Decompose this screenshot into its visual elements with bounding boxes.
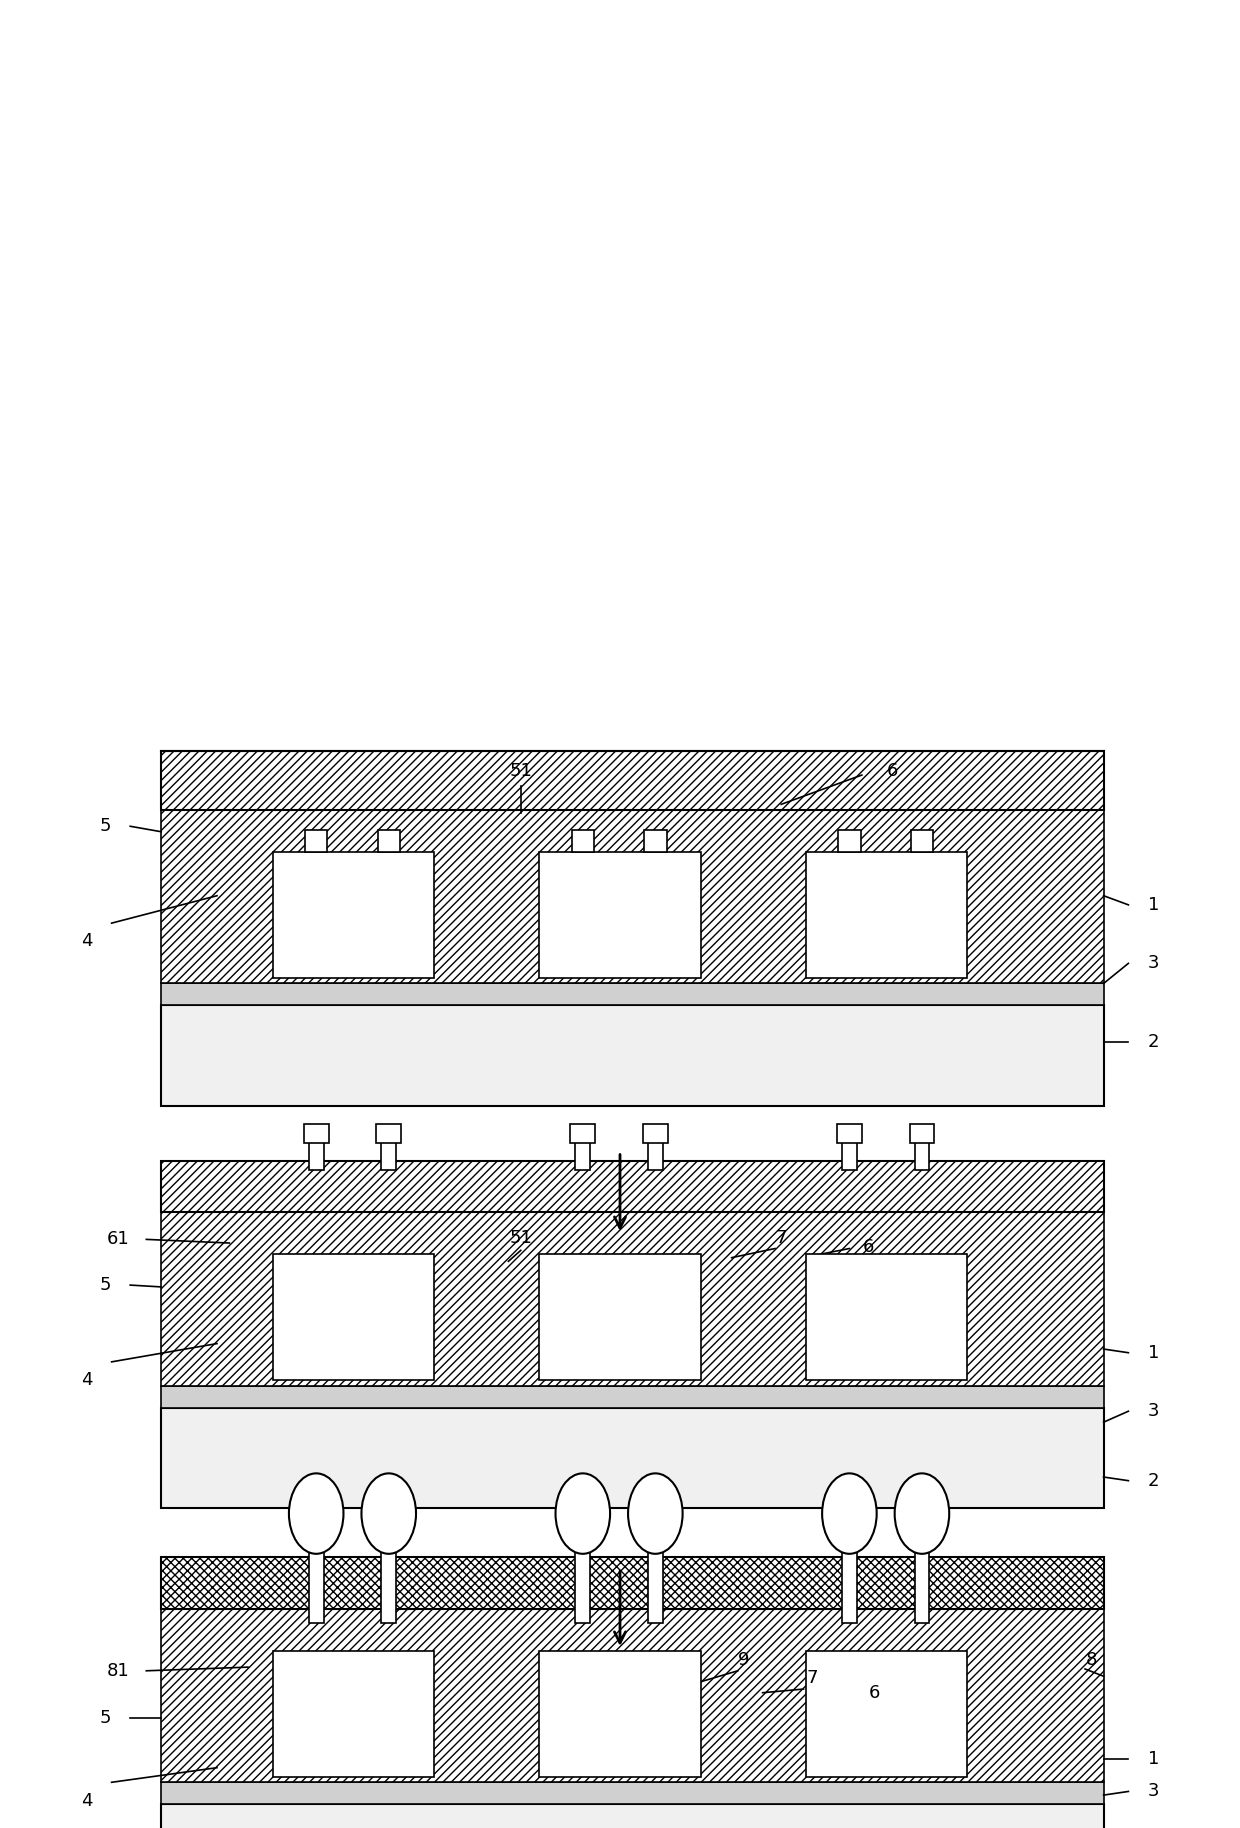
FancyBboxPatch shape — [377, 1124, 402, 1142]
FancyBboxPatch shape — [305, 830, 327, 852]
Text: 5: 5 — [99, 1276, 112, 1294]
Text: 2: 2 — [1147, 1033, 1159, 1051]
FancyBboxPatch shape — [161, 983, 1104, 1005]
FancyBboxPatch shape — [570, 1124, 595, 1142]
Text: 1: 1 — [1147, 1749, 1159, 1768]
FancyBboxPatch shape — [842, 1133, 857, 1170]
FancyBboxPatch shape — [161, 1804, 1104, 1828]
FancyBboxPatch shape — [309, 1550, 324, 1623]
FancyBboxPatch shape — [647, 1550, 662, 1623]
FancyBboxPatch shape — [806, 1651, 967, 1777]
FancyBboxPatch shape — [910, 830, 934, 852]
FancyBboxPatch shape — [161, 1609, 1104, 1782]
Text: 51: 51 — [510, 762, 532, 781]
Text: 5: 5 — [99, 817, 112, 835]
FancyBboxPatch shape — [645, 830, 667, 852]
FancyBboxPatch shape — [539, 1651, 701, 1777]
FancyBboxPatch shape — [161, 810, 1104, 983]
Text: 1: 1 — [1147, 1344, 1159, 1362]
FancyBboxPatch shape — [161, 1212, 1104, 1386]
Text: 4: 4 — [81, 932, 93, 951]
Circle shape — [289, 1473, 343, 1554]
Circle shape — [362, 1473, 415, 1554]
Circle shape — [822, 1473, 877, 1554]
Text: 7: 7 — [806, 1669, 818, 1687]
FancyBboxPatch shape — [572, 830, 594, 852]
FancyBboxPatch shape — [806, 1254, 967, 1380]
FancyBboxPatch shape — [161, 1005, 1104, 1106]
FancyBboxPatch shape — [539, 852, 701, 978]
Text: 81: 81 — [107, 1662, 129, 1680]
Text: 61: 61 — [107, 1230, 129, 1249]
Text: 51: 51 — [510, 1228, 532, 1247]
Text: 3: 3 — [1147, 954, 1159, 972]
Text: 5: 5 — [99, 1709, 112, 1727]
FancyBboxPatch shape — [539, 1254, 701, 1380]
FancyBboxPatch shape — [273, 1254, 434, 1380]
FancyBboxPatch shape — [382, 1550, 397, 1623]
Text: 6: 6 — [868, 1684, 880, 1702]
Text: 2: 2 — [1147, 1472, 1159, 1490]
FancyBboxPatch shape — [161, 751, 1104, 810]
FancyBboxPatch shape — [273, 1651, 434, 1777]
FancyBboxPatch shape — [309, 1133, 324, 1170]
FancyBboxPatch shape — [647, 1133, 662, 1170]
FancyBboxPatch shape — [910, 1124, 935, 1142]
FancyBboxPatch shape — [304, 1124, 329, 1142]
Text: 6: 6 — [887, 762, 899, 781]
Text: 6: 6 — [862, 1238, 874, 1256]
Text: 1: 1 — [1147, 896, 1159, 914]
FancyBboxPatch shape — [842, 1550, 857, 1623]
Text: 4: 4 — [81, 1791, 93, 1810]
Circle shape — [894, 1473, 950, 1554]
FancyBboxPatch shape — [806, 852, 967, 978]
FancyBboxPatch shape — [838, 830, 861, 852]
FancyBboxPatch shape — [837, 1124, 862, 1142]
Text: 9: 9 — [738, 1651, 750, 1669]
Text: 7: 7 — [775, 1228, 787, 1247]
Text: 4: 4 — [81, 1371, 93, 1389]
Circle shape — [556, 1473, 610, 1554]
FancyBboxPatch shape — [377, 830, 399, 852]
FancyBboxPatch shape — [642, 1124, 667, 1142]
FancyBboxPatch shape — [161, 1782, 1104, 1804]
Circle shape — [627, 1473, 682, 1554]
FancyBboxPatch shape — [575, 1133, 590, 1170]
FancyBboxPatch shape — [161, 1408, 1104, 1508]
FancyBboxPatch shape — [161, 1557, 1104, 1609]
FancyBboxPatch shape — [915, 1550, 930, 1623]
FancyBboxPatch shape — [575, 1550, 590, 1623]
FancyBboxPatch shape — [915, 1133, 930, 1170]
Text: 3: 3 — [1147, 1402, 1159, 1420]
FancyBboxPatch shape — [161, 1161, 1104, 1212]
FancyBboxPatch shape — [382, 1133, 397, 1170]
Text: 8: 8 — [1085, 1651, 1097, 1669]
Text: 3: 3 — [1147, 1782, 1159, 1801]
FancyBboxPatch shape — [161, 1386, 1104, 1408]
FancyBboxPatch shape — [273, 852, 434, 978]
